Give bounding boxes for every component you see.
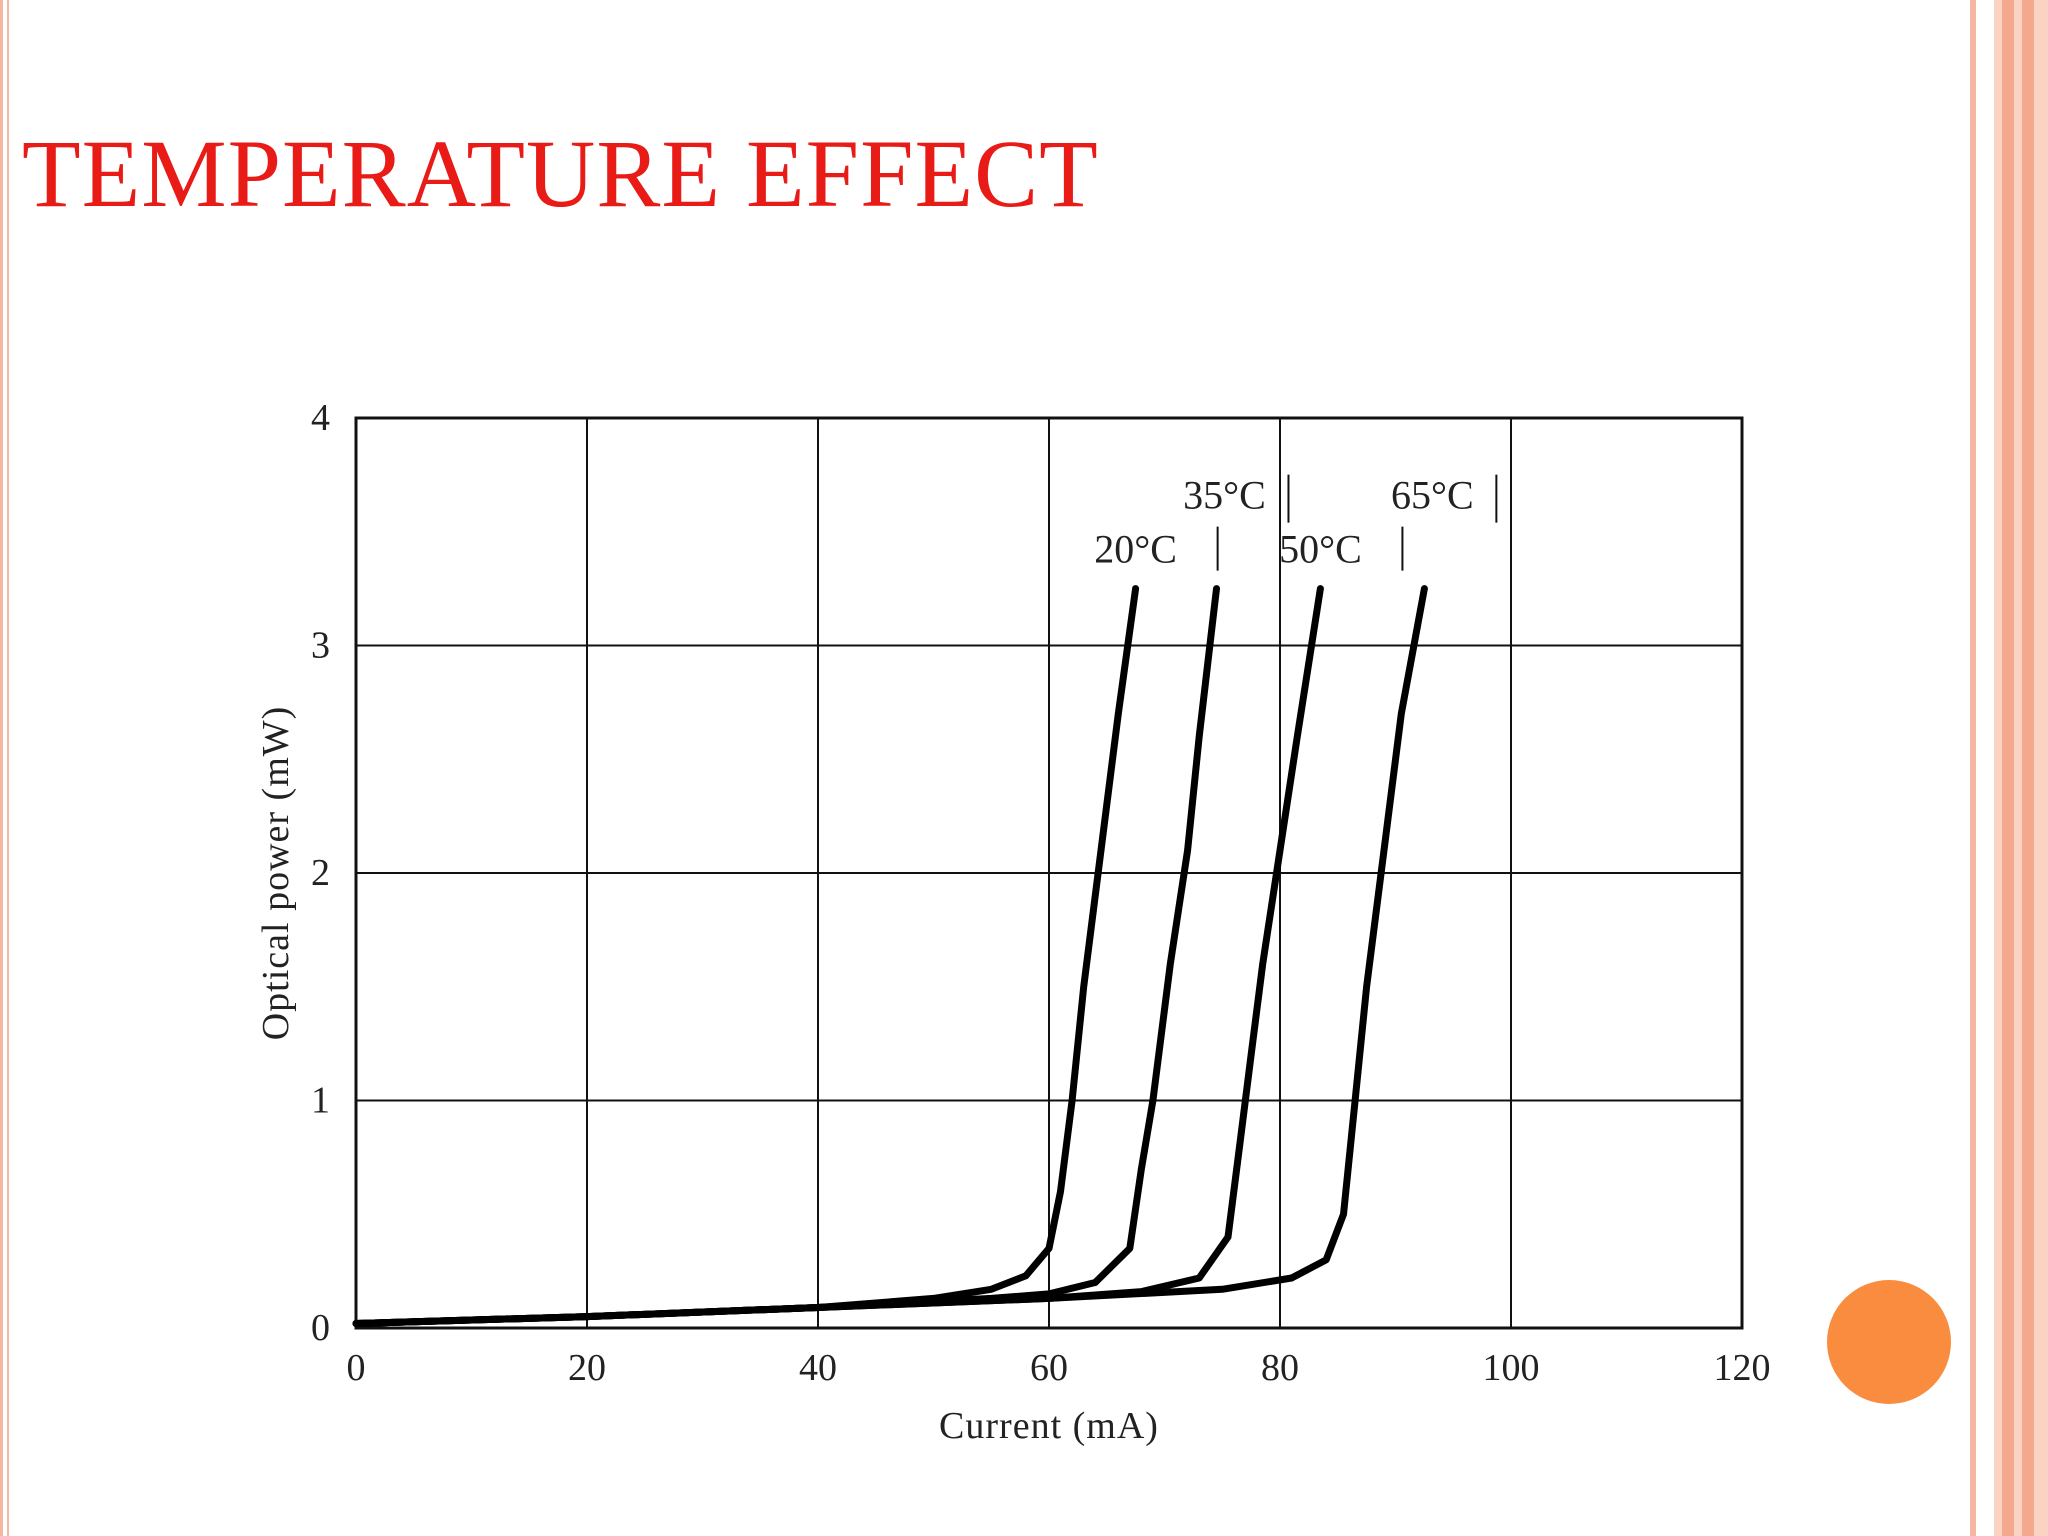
x-tick-label: 60 (1030, 1347, 1068, 1389)
y-tick-label: 1 (311, 1080, 330, 1122)
y-axis-label: Optical power (mW) (255, 706, 297, 1041)
orange-circle-decoration (1827, 1280, 1951, 1404)
curve-20c (352, 585, 1140, 1327)
plot-frame (354, 416, 1744, 1330)
y-tick-label: 0 (311, 1307, 330, 1349)
slide-title: TEMPERATURE EFFECT (22, 120, 1099, 227)
x-axis-label: Current (mA) (939, 1405, 1159, 1447)
x-tick-label: 20 (568, 1347, 606, 1389)
chart-curves (352, 585, 1428, 1327)
curve-labels: 20°C35°C 50°C 65°C (1094, 473, 1498, 572)
x-tick-label: 120 (1714, 1347, 1771, 1389)
y-tick-label: 3 (311, 625, 330, 667)
curve-65c (352, 585, 1428, 1327)
curve-50c (352, 585, 1324, 1327)
left-decorative-border (0, 0, 22, 1536)
curve-label: 20°C (1094, 527, 1177, 572)
x-tick-label: 100 (1483, 1347, 1540, 1389)
chart-grid (355, 417, 1743, 1329)
x-tick-labels: 0 20 40 60 80 100 120 (347, 1347, 1771, 1389)
right-decorative-border (1956, 0, 2048, 1536)
curve-label: 35°C (1183, 473, 1266, 518)
x-tick-label: 80 (1261, 1347, 1299, 1389)
curve-label: 50°C (1279, 527, 1362, 572)
curve-label: 65°C (1391, 473, 1474, 518)
y-tick-label: 2 (311, 852, 330, 894)
x-tick-label: 40 (799, 1347, 837, 1389)
y-tick-label: 4 (311, 397, 330, 439)
x-tick-label: 0 (347, 1347, 366, 1389)
y-tick-labels: 0 1 2 3 4 (311, 397, 330, 1349)
